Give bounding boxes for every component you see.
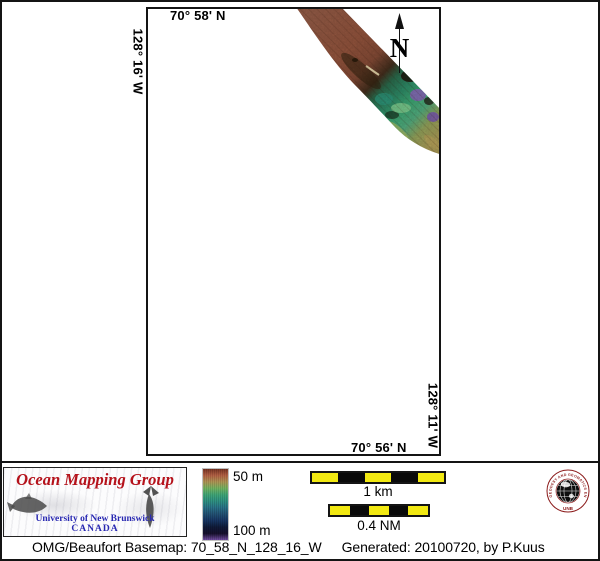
bathymetry-swath	[296, 9, 439, 155]
whale-icon	[7, 493, 47, 513]
caption-generated: Generated: 20100720, by P.Kuus	[341, 539, 545, 555]
scalebar-segment	[369, 506, 389, 515]
omg-logo-subtitle: University of New Brunswick	[35, 514, 155, 524]
unb-geodesy-seal: GEODESY AND GEOMATICS ENGINEERING UNB	[546, 469, 590, 513]
scalebar-nm-label: 0.4 NM	[357, 518, 401, 533]
scalebar-segment	[391, 473, 418, 482]
scalebar-nm	[328, 504, 430, 517]
caption: OMG/Beaufort Basemap: 70_58_N_128_16_W G…	[32, 539, 545, 555]
longitude-label-left: 128° 16' W	[130, 28, 146, 95]
north-arrow-icon: N	[390, 13, 410, 73]
scalebar-segment	[338, 473, 365, 482]
scalebar-segment	[364, 473, 392, 482]
omg-logo-box: Ocean Mapping Group University of New Br…	[3, 467, 187, 537]
depth-label-shallow: 50 m	[233, 469, 264, 484]
latitude-label-top: 70° 58' N	[170, 8, 226, 23]
longitude-label-right: 128° 11' W	[425, 382, 441, 449]
whale-diving-icon	[143, 486, 159, 528]
omg-logo-country: CANADA	[71, 524, 119, 534]
scalebar-segment	[349, 506, 370, 515]
scalebar-segment	[388, 506, 409, 515]
legend-divider	[0, 461, 600, 463]
caption-basemap-id: OMG/Beaufort Basemap: 70_58_N_128_16_W	[32, 539, 322, 555]
seal-unb-text: UNB	[563, 506, 574, 511]
north-arrow-letter: N	[390, 33, 410, 63]
scalebar-segment	[312, 473, 339, 482]
depth-colorbar-dither	[203, 469, 228, 540]
latitude-label-bottom: 70° 56' N	[351, 440, 407, 455]
scalebar-km	[310, 471, 446, 484]
scalebar-segment	[408, 506, 428, 515]
scalebar-segment	[417, 473, 445, 482]
scalebar-segment	[330, 506, 350, 515]
depth-colorbar	[202, 468, 229, 541]
omg-logo-title: Ocean Mapping Group	[16, 470, 174, 489]
depth-label-deep: 100 m	[233, 523, 271, 538]
scalebar-km-label: 1 km	[363, 484, 393, 499]
